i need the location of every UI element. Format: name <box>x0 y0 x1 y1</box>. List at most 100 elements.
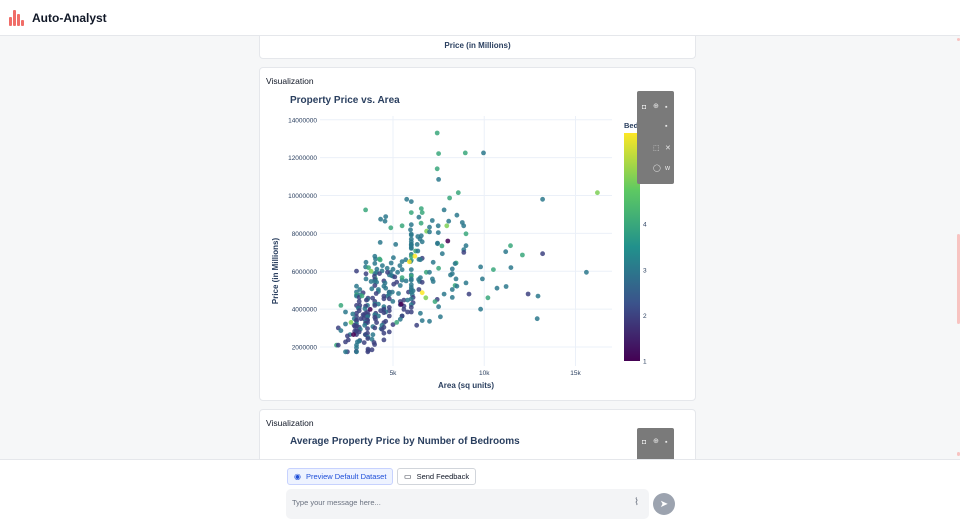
scatter-point <box>398 301 404 307</box>
scatter-point <box>525 291 531 297</box>
zoom-out-icon[interactable]: ▪ <box>665 123 668 130</box>
scatter-point <box>356 299 362 304</box>
scatter-point <box>367 307 373 312</box>
paperclip-icon[interactable]: ⌇ <box>634 497 639 508</box>
scatter-point <box>427 224 432 230</box>
scatter-point <box>449 295 455 300</box>
scatter-point <box>419 239 425 245</box>
scatter-point <box>343 349 348 355</box>
scatter-point <box>369 286 375 292</box>
visualization-card: Visualization Property Price vs. Area 20… <box>259 67 696 401</box>
lasso-icon[interactable]: ◯ <box>653 165 661 172</box>
zoom-in-icon[interactable]: ⊕ <box>653 103 659 110</box>
chat-scroll-area[interactable]: Price (in Millions) Visualization Proper… <box>0 36 960 459</box>
scatter-point <box>354 283 359 289</box>
pan-icon[interactable]: ▪ <box>665 104 668 111</box>
scatter-point <box>391 255 396 261</box>
scatter-point <box>520 252 525 258</box>
scatter-point <box>435 223 441 229</box>
send-button[interactable]: ➤ <box>653 493 675 515</box>
scatter-chart[interactable]: 2000000 4000000 6000000 8000000 10000000 1200… <box>260 68 695 400</box>
zoom-in-icon[interactable]: ⊕ <box>653 438 659 445</box>
scatter-point <box>435 241 440 247</box>
visualization-label-2: Visualization <box>266 418 314 428</box>
scatter-point <box>408 227 413 233</box>
scatter-point <box>373 256 378 262</box>
visualization-label: Visualization <box>266 76 314 86</box>
scatter-point <box>374 266 380 272</box>
scatter-point <box>338 328 344 333</box>
scatter-point <box>358 316 364 322</box>
autoscale-icon[interactable]: ✕ <box>665 145 671 152</box>
send-icon: ➤ <box>659 498 669 510</box>
scatter-point <box>429 218 435 223</box>
scatter-point <box>363 276 369 282</box>
scatter-point <box>445 238 451 244</box>
y-axis-ticks: 2000000 4000000 6000000 8000000 10000000 1200… <box>288 117 317 351</box>
scatter-point <box>381 337 387 343</box>
scatter-point <box>378 216 383 222</box>
scatter-point <box>481 150 486 156</box>
scrollbar[interactable] <box>957 36 960 459</box>
message-input[interactable] <box>292 495 622 509</box>
scatter-point <box>335 342 341 348</box>
scatter-point <box>430 279 436 284</box>
scatter-point <box>365 349 371 355</box>
scatter-point <box>427 269 432 275</box>
scatter-point <box>365 314 370 320</box>
scatter-point <box>388 260 394 266</box>
scatter-point <box>416 214 422 220</box>
scatter-point <box>381 330 387 336</box>
scatter-point <box>372 303 378 308</box>
scatter-point <box>399 275 405 280</box>
scatter-point <box>354 310 359 316</box>
scatter-point <box>381 296 387 302</box>
colorbar-tick-label: 1 <box>643 359 647 366</box>
scatter-point <box>419 318 425 323</box>
colorbar-tick-label: 2 <box>643 313 647 320</box>
camera-icon[interactable]: ◘ <box>642 104 647 111</box>
scatter-point <box>386 329 392 335</box>
scatter-point <box>392 274 398 280</box>
scatter-point <box>419 279 425 285</box>
scatter-point <box>408 232 414 238</box>
scatter-point <box>397 316 403 322</box>
preview-dataset-button[interactable]: ◉ Preview Default Dataset <box>287 468 394 485</box>
scatter-point <box>418 220 424 226</box>
scatter-point <box>463 243 469 249</box>
scatter-point <box>436 177 441 182</box>
x-tick-label: 10k <box>479 370 490 377</box>
scatter-point <box>453 276 459 282</box>
reset-axes-icon[interactable]: w <box>665 165 671 172</box>
box-select-icon[interactable]: ⬚ <box>653 145 660 152</box>
scatter-point <box>447 195 452 201</box>
scatter-point <box>452 261 458 266</box>
y-axis-label: Price (in Millions) <box>271 238 280 305</box>
scatter-point <box>343 321 348 327</box>
scatter-point <box>363 259 369 265</box>
x-axis-label: Area (sq units) <box>438 381 494 390</box>
scatter-point <box>368 268 374 274</box>
camera-icon[interactable]: ◘ <box>642 439 647 446</box>
pan-icon[interactable]: ▪ <box>665 439 668 446</box>
send-feedback-button[interactable]: ▭ Send Feedback <box>397 468 477 485</box>
scatter-point <box>370 332 376 338</box>
scatter-point <box>388 225 394 231</box>
scatter-point <box>419 210 425 216</box>
scatter-point <box>377 240 383 245</box>
scatter-point <box>373 291 379 296</box>
scatter-point <box>408 210 414 216</box>
scatter-point <box>430 259 436 265</box>
scatter-point <box>438 314 443 320</box>
x-tick-label: 5k <box>390 370 398 377</box>
scatter-point <box>401 307 407 312</box>
scatter-point <box>454 283 460 289</box>
app-title: Auto-Analyst <box>32 10 107 25</box>
scatter-point <box>403 278 409 284</box>
scatter-point <box>423 295 429 301</box>
scatter-point <box>384 265 390 271</box>
scatter-point <box>395 269 400 275</box>
scatter-point <box>399 223 405 229</box>
scatter-point <box>434 130 440 136</box>
previous-chart-xaxis-title: Price (in Millions) <box>444 41 511 50</box>
